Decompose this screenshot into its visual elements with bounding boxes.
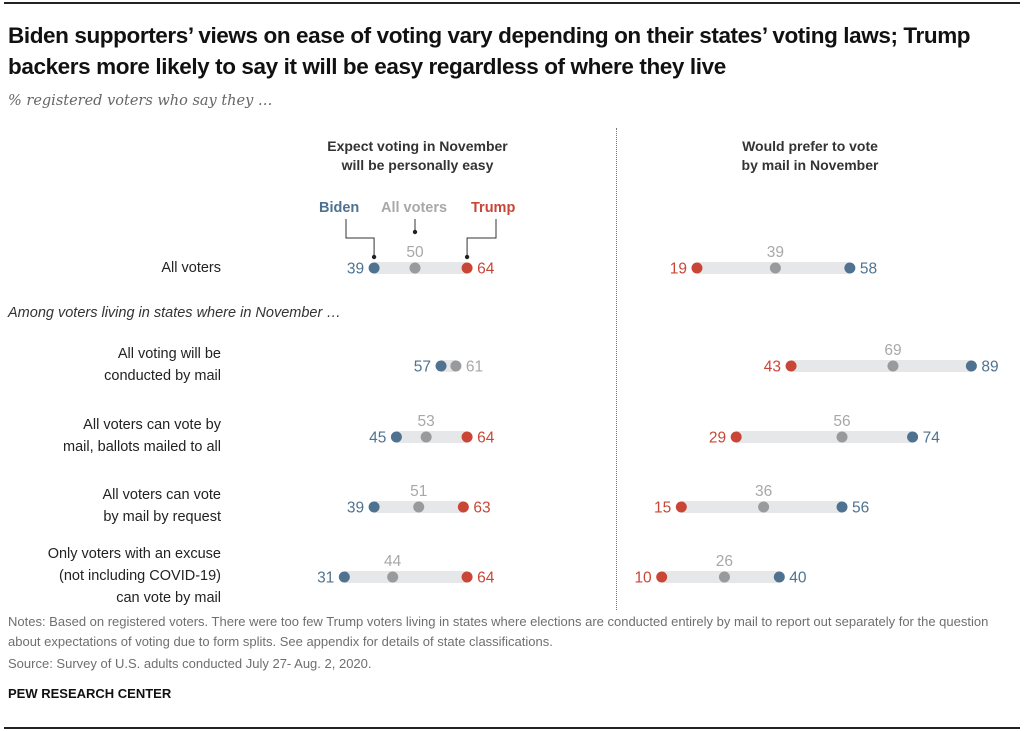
- panel-divider: [616, 128, 617, 610]
- dot-all-voters-ease: [413, 501, 425, 513]
- dot-biden-mail: [907, 431, 919, 443]
- dot-biden-ease: [368, 262, 380, 274]
- row-label-line: can vote by mail: [116, 590, 221, 606]
- value-label-biden-ease: 45: [369, 430, 386, 447]
- dot-all-voters-ease: [387, 571, 399, 583]
- dot-all-voters-mail: [836, 431, 848, 443]
- row-label-all-voters: All voters: [161, 257, 221, 279]
- dot-biden-mail: [836, 501, 848, 513]
- value-label-biden-mail: 74: [923, 430, 941, 447]
- row-label-line: All voters: [161, 260, 221, 276]
- row-label-line: All voters can vote: [102, 487, 221, 503]
- chart-title: Biden supporters’ views on ease of votin…: [8, 23, 971, 79]
- value-label-all-voters-ease: 50: [406, 244, 424, 261]
- bottom-rule: [4, 727, 1020, 729]
- dot-all-voters-mail: [887, 360, 899, 372]
- leader-dot-biden: [371, 254, 377, 260]
- value-label-trump-ease: 64: [477, 570, 495, 587]
- dot-biden-ease: [390, 431, 402, 443]
- value-label-trump-mail: 29: [709, 430, 726, 447]
- value-label-biden-mail: 40: [789, 570, 807, 587]
- dot-biden-mail: [844, 262, 856, 274]
- value-label-trump-mail: 10: [634, 570, 652, 587]
- value-label-biden-ease: 57: [414, 359, 431, 376]
- chart-subtitle: % registered voters who say they …: [8, 93, 273, 109]
- legend-trump: Trump: [471, 200, 516, 216]
- group-label: Among voters living in states where in N…: [8, 305, 341, 321]
- value-label-biden-mail: 58: [860, 261, 877, 278]
- dot-trump-mail: [730, 431, 742, 443]
- row-label-by-request: All voters can vote by mail by request: [103, 484, 221, 528]
- dot-trump-mail: [675, 501, 687, 513]
- leader-dot-trump: [464, 254, 470, 260]
- value-label-all-voters-mail: 36: [755, 483, 772, 500]
- row-label-line: All voting will be: [117, 346, 221, 362]
- value-label-all-voters-ease: 44: [384, 553, 402, 570]
- dot-biden-mail: [773, 571, 785, 583]
- value-label-trump-ease: 64: [477, 430, 495, 447]
- value-label-all-voters-mail: 39: [767, 244, 784, 261]
- dot-biden-ease: [435, 360, 447, 372]
- value-label-all-voters-mail: 26: [716, 553, 733, 570]
- value-label-all-voters-mail: 69: [884, 342, 901, 359]
- value-label-trump-mail: 15: [654, 500, 671, 517]
- dot-biden-mail: [965, 360, 977, 372]
- value-label-all-voters-ease: 51: [410, 483, 427, 500]
- dot-trump-ease: [461, 571, 473, 583]
- value-label-biden-mail: 56: [852, 500, 869, 517]
- value-label-trump-mail: 19: [670, 261, 687, 278]
- dot-trump-ease: [457, 501, 469, 513]
- dot-biden-ease: [338, 571, 350, 583]
- dot-biden-ease: [368, 501, 380, 513]
- value-label-all-voters-ease: 61: [466, 359, 483, 376]
- leader-dot-all-voters: [412, 229, 418, 235]
- dot-all-voters-ease: [450, 360, 462, 372]
- leader-line-biden: [345, 219, 375, 257]
- row-label-line: All voters can vote by: [83, 417, 221, 433]
- dot-trump-mail: [691, 262, 703, 274]
- row-label-line: mail, ballots mailed to all: [63, 439, 221, 455]
- panel-title-mail-line-2: by mail in November: [741, 157, 879, 173]
- panel-title-ease-line-1: Expect voting in November: [327, 138, 508, 154]
- value-label-biden-ease: 39: [347, 500, 364, 517]
- row-label-line: (not including COVID-19): [59, 568, 221, 584]
- row-label-line: Only voters with an excuse: [47, 546, 221, 562]
- panel-title-mail-line-1: Would prefer to vote: [742, 138, 878, 154]
- panel-title-mail: Would prefer to vote by mail in November: [700, 137, 920, 175]
- value-label-trump-mail: 43: [764, 359, 781, 376]
- brand-logo-text: PEW RESEARCH CENTER: [8, 686, 172, 701]
- value-label-trump-ease: 63: [473, 500, 490, 517]
- row-label-line: conducted by mail: [104, 368, 221, 384]
- value-label-trump-ease: 64: [477, 261, 495, 278]
- dot-all-voters-ease: [420, 431, 432, 443]
- top-rule: [4, 2, 1020, 4]
- dot-all-voters-ease: [409, 262, 421, 274]
- value-label-all-voters-mail: 56: [833, 413, 850, 430]
- value-label-biden-mail: 89: [981, 359, 998, 376]
- legend-all-voters: All voters: [381, 200, 448, 216]
- dot-trump-ease: [461, 262, 473, 274]
- panel-title-ease: Expect voting in November will be person…: [290, 137, 545, 175]
- dot-trump-mail: [656, 571, 668, 583]
- dot-trump-mail: [785, 360, 797, 372]
- panel-title-ease-line-2: will be personally easy: [341, 157, 494, 173]
- row-label-excuse: Only voters with an excuse (not includin…: [48, 543, 221, 609]
- value-label-biden-ease: 31: [317, 570, 334, 587]
- dot-trump-ease: [461, 431, 473, 443]
- row-label-ballots-mailed: All voters can vote by mail, ballots mai…: [63, 414, 221, 458]
- row-label-all-mail: All voting will be conducted by mail: [104, 343, 221, 387]
- value-label-biden-ease: 39: [347, 261, 364, 278]
- dot-all-voters-mail: [718, 571, 730, 583]
- footer-notes: Notes: Based on registered voters. There…: [8, 614, 989, 649]
- dot-all-voters-mail: [758, 501, 770, 513]
- dot-all-voters-mail: [769, 262, 781, 274]
- value-label-all-voters-ease: 53: [418, 413, 435, 430]
- legend-biden: Biden: [319, 200, 360, 216]
- leader-line-trump: [466, 219, 497, 257]
- row-label-line: by mail by request: [103, 509, 221, 525]
- footer-source: Source: Survey of U.S. adults conducted …: [8, 656, 372, 671]
